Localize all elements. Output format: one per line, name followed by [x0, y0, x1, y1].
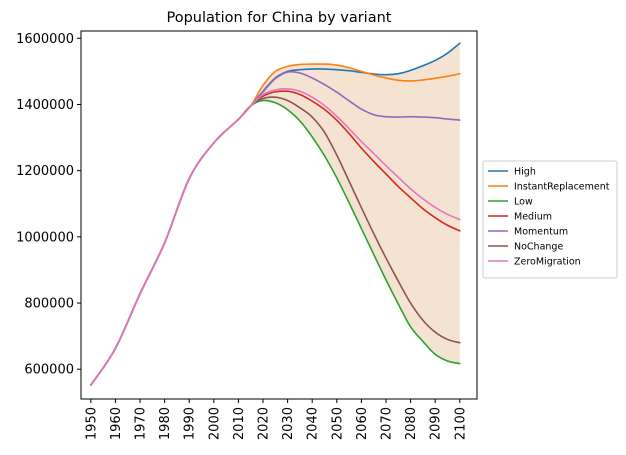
- series-layer: [90, 42, 461, 386]
- variant-range-band-layer: [250, 43, 460, 364]
- x-tick-label: 2050: [330, 407, 345, 440]
- x-tick-label: 2080: [404, 407, 419, 440]
- legend-label: Medium: [514, 212, 552, 223]
- x-tick-label: 2030: [281, 407, 296, 440]
- legend-label: Momentum: [514, 227, 568, 238]
- x-tick-label: 2090: [429, 407, 444, 440]
- axes-layer: 600000 800000 1000000 1200000 1400000 1600000…: [16, 30, 478, 440]
- x-tick-label: 1970: [134, 407, 149, 440]
- x-tick-label: 1990: [183, 407, 198, 440]
- legend-label: Low: [514, 197, 533, 208]
- x-tick-label: 2000: [207, 407, 222, 440]
- legend-label: High: [514, 167, 536, 178]
- x-tick-label: 2040: [306, 407, 321, 440]
- x-tick-label: 2100: [453, 407, 468, 440]
- y-tick-label: 600000: [24, 363, 74, 378]
- legend-box: [482, 160, 618, 279]
- y-tick-label: 1400000: [16, 98, 74, 113]
- y-tick-label: 800000: [24, 297, 74, 312]
- legend: High InstantReplacement Low Medium Momentum N…: [482, 160, 618, 279]
- y-tick-label: 1200000: [16, 164, 74, 179]
- legend-label: NoChange: [514, 242, 563, 253]
- legend-label: InstantReplacement: [514, 182, 610, 193]
- x-tick-label: 1980: [158, 407, 173, 440]
- x-tick-label: 2070: [379, 407, 394, 440]
- variant-range-band: [250, 43, 460, 364]
- y-tick-label: 1000000: [16, 230, 74, 245]
- chart-title: Population for China by variant: [167, 10, 392, 26]
- x-tick-label: 2020: [257, 407, 272, 440]
- x-tick-label: 2060: [355, 407, 370, 440]
- x-tick-label: 2010: [232, 407, 247, 440]
- x-tick-label: 1950: [84, 407, 99, 440]
- y-tick-label: 1600000: [16, 32, 74, 47]
- legend-label: ZeroMigration: [514, 257, 581, 268]
- x-tick-label: 1960: [109, 407, 124, 440]
- series-line-zero-migration: [90, 88, 461, 386]
- plot-frame: [80, 30, 478, 400]
